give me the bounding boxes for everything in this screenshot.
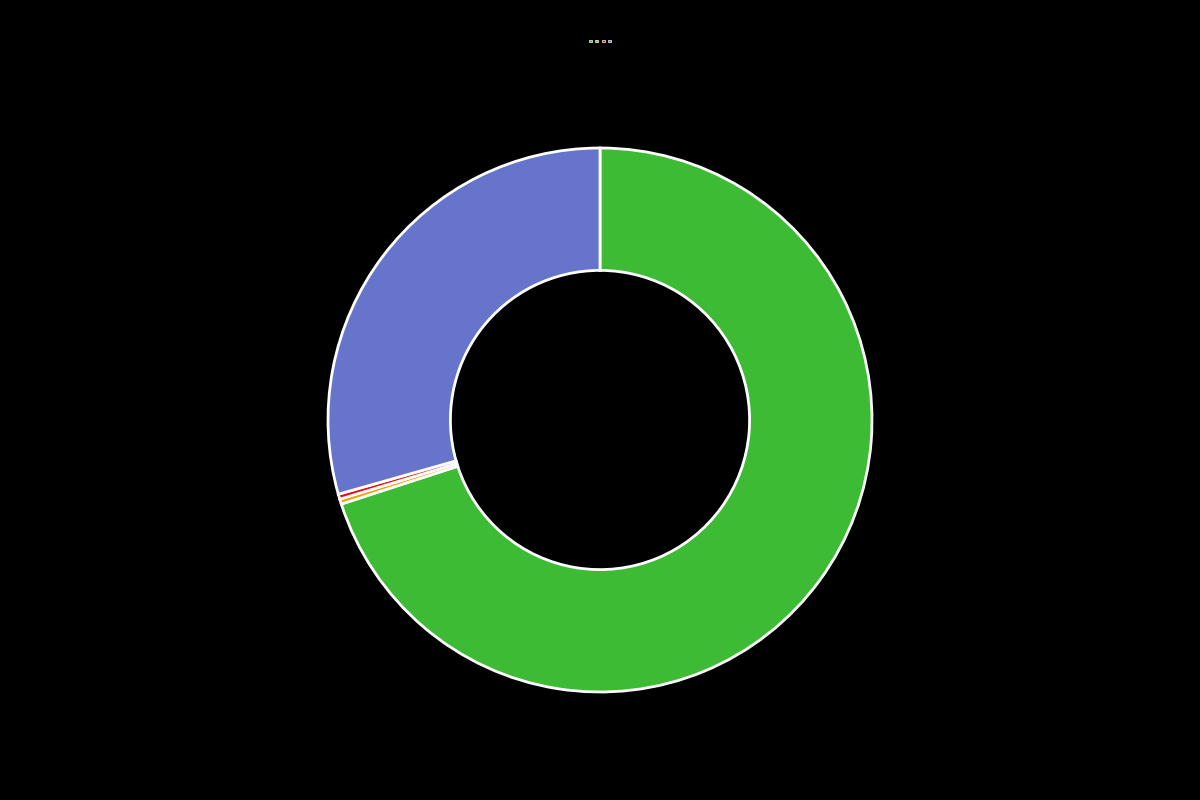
Wedge shape xyxy=(341,148,872,692)
Legend: , , , : , , , xyxy=(588,40,612,42)
Wedge shape xyxy=(338,461,457,499)
Wedge shape xyxy=(340,463,457,504)
Wedge shape xyxy=(328,148,600,494)
